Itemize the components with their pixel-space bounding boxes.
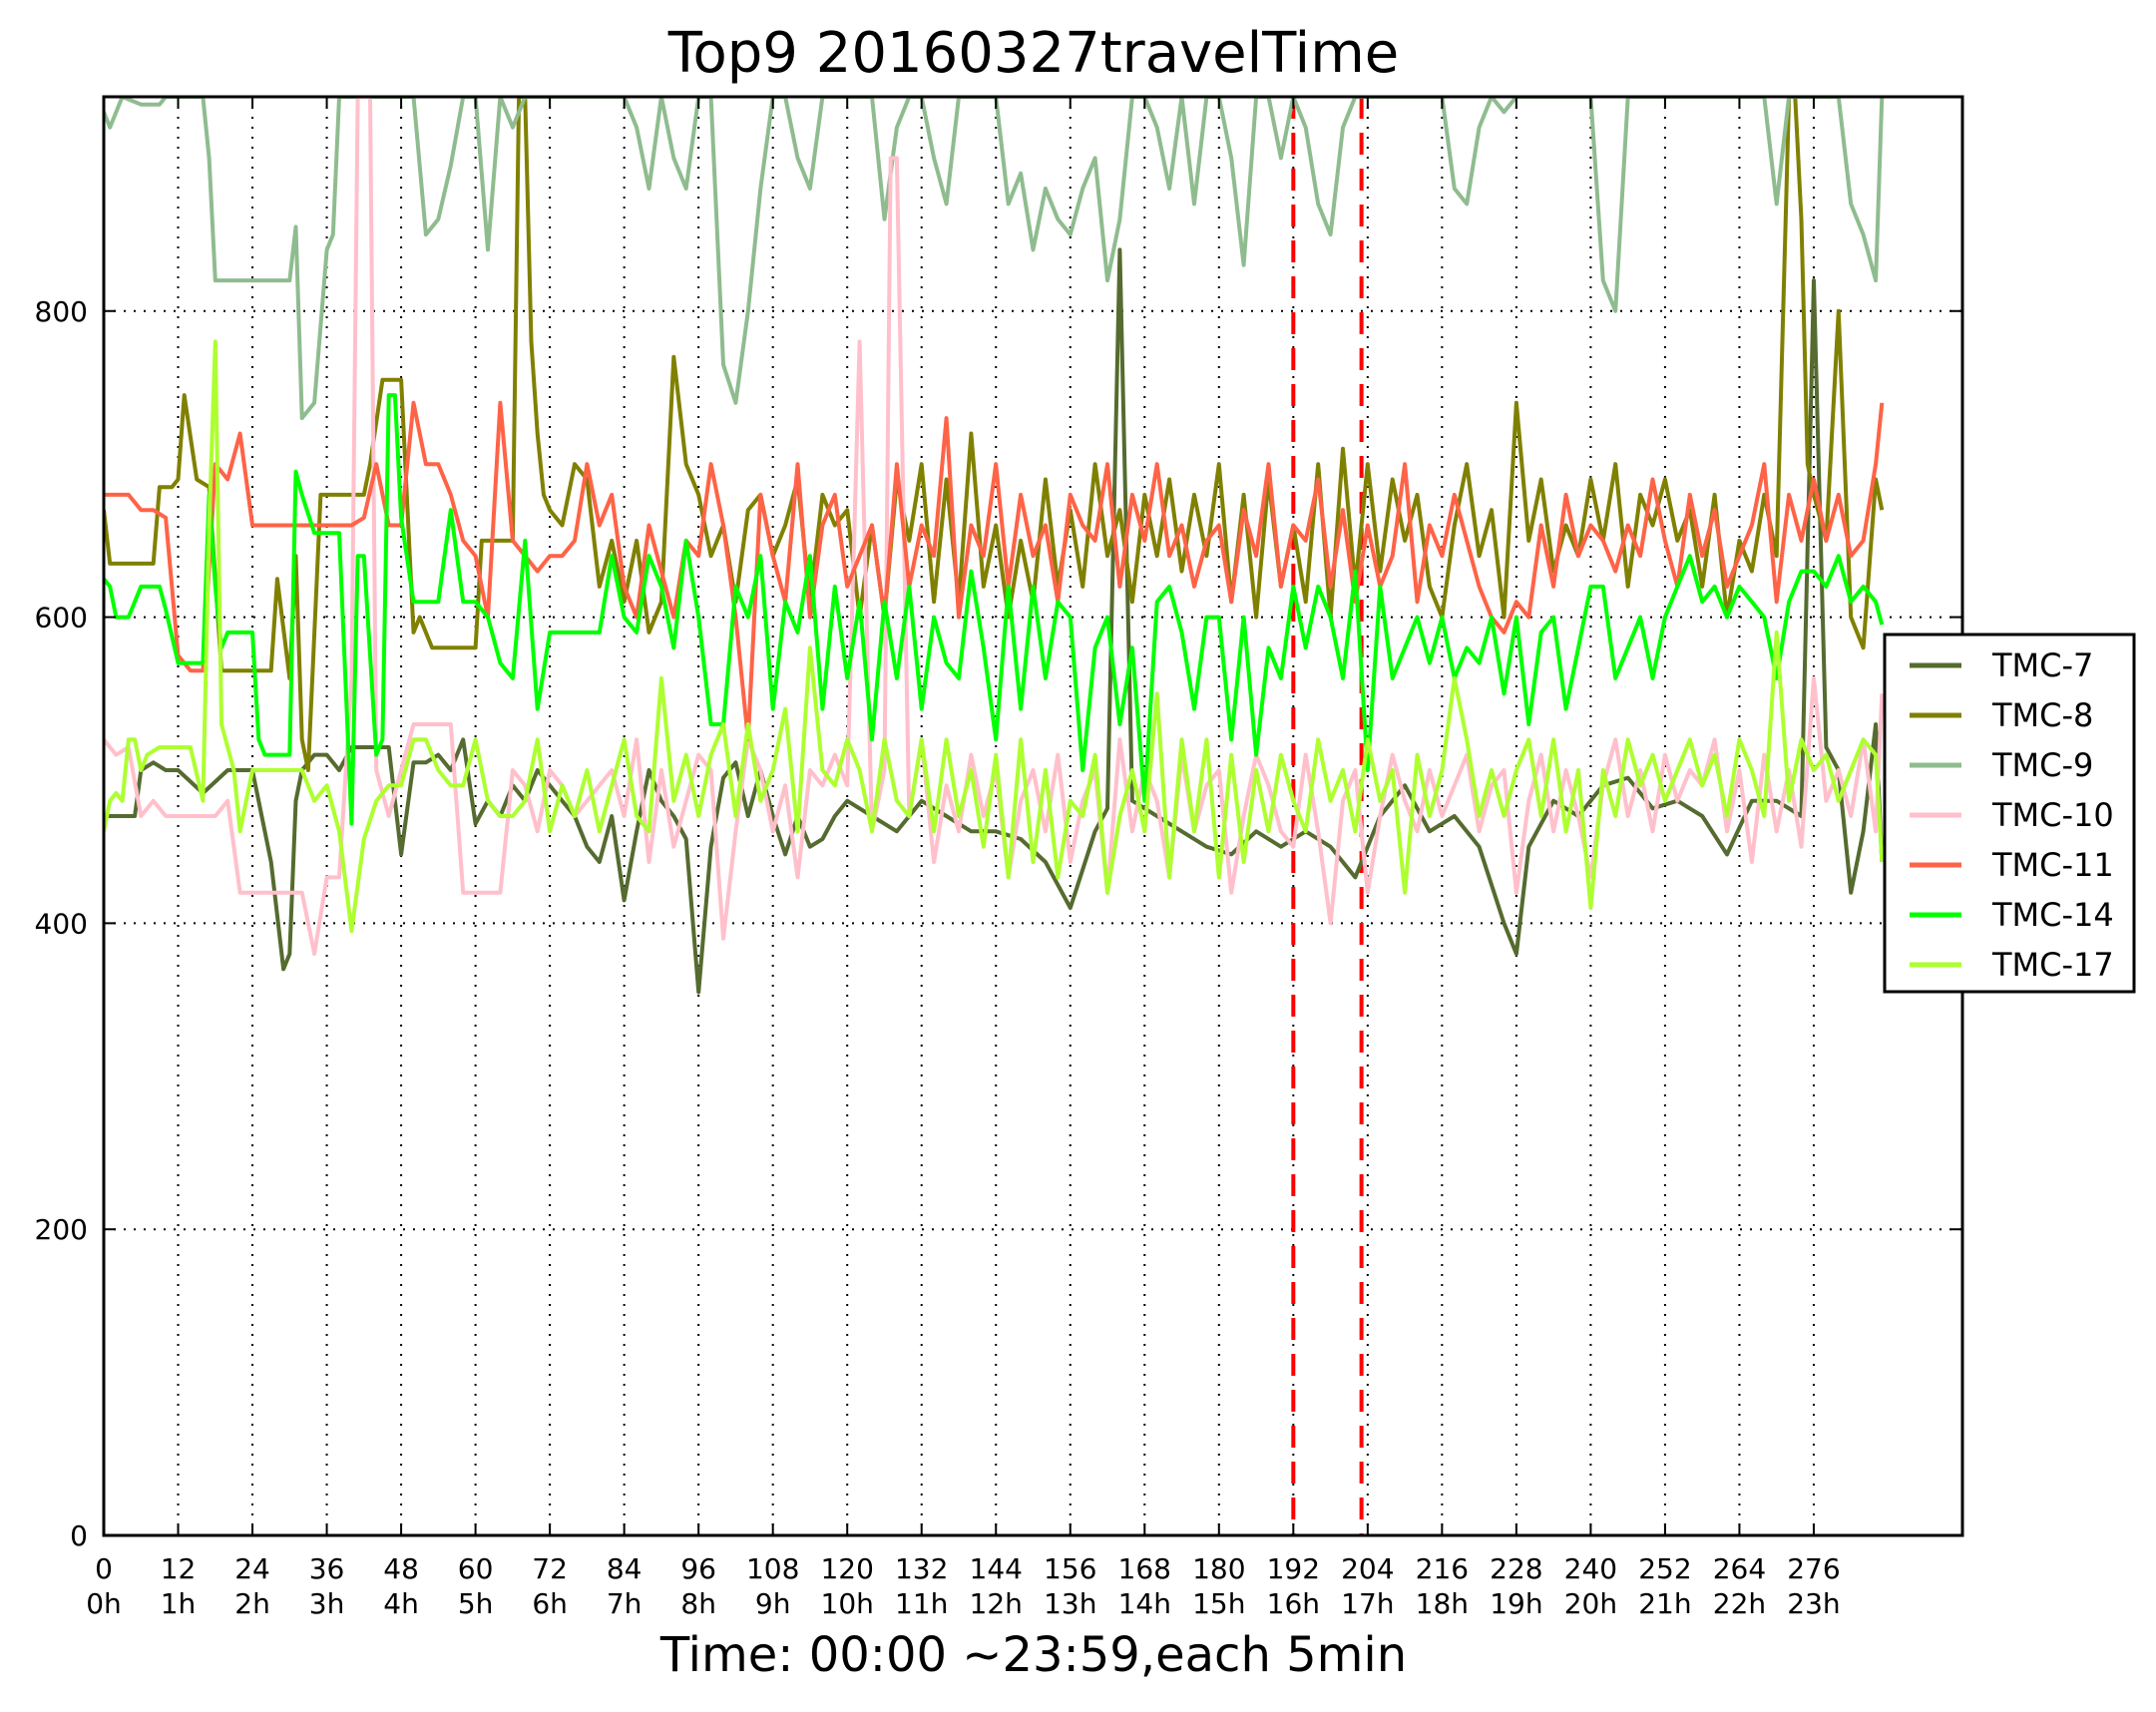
x-tick-hour-label: 10h (821, 1587, 874, 1620)
x-tick-hour-label: 15h (1192, 1587, 1245, 1620)
series-line-tmc-11 (104, 400, 1885, 742)
x-tick-hour-label: 8h (680, 1587, 716, 1620)
x-tick-hour-label: 23h (1787, 1587, 1840, 1620)
x-tick-hour-label: 4h (383, 1587, 419, 1620)
x-tick-hour-label: 6h (532, 1587, 568, 1620)
x-tick-label: 0 (95, 1552, 113, 1585)
y-tick-label: 0 (70, 1519, 88, 1552)
x-tick-label: 60 (458, 1552, 494, 1585)
x-tick-label: 168 (1118, 1552, 1171, 1585)
y-tick-label: 400 (35, 907, 88, 940)
x-tick-label: 36 (309, 1552, 345, 1585)
x-tick-label: 156 (1044, 1552, 1096, 1585)
x-tick-label: 240 (1564, 1552, 1617, 1585)
x-tick-hour-label: 7h (607, 1587, 643, 1620)
legend-label-tmc-11: TMC-11 (1991, 846, 2114, 884)
x-tick-label: 204 (1341, 1552, 1394, 1585)
x-tick-label: 24 (234, 1552, 270, 1585)
x-tick-label: 132 (895, 1552, 948, 1585)
legend-label-tmc-14: TMC-14 (1991, 896, 2114, 934)
x-tick-hour-label: 14h (1118, 1587, 1171, 1620)
legend-label-tmc-9: TMC-9 (1991, 746, 2093, 784)
series-line-tmc-17 (104, 339, 1885, 934)
y-axis-ticks: 0 200 400 600 800 (35, 295, 1962, 1552)
x-tick-label: 216 (1416, 1552, 1469, 1585)
x-tick-hour-label: 9h (755, 1587, 791, 1620)
y-tick-label: 200 (35, 1213, 88, 1246)
series-line-tmc-9 (104, 97, 1885, 421)
x-tick-label: 72 (532, 1552, 568, 1585)
x-tick-hour-label: 2h (234, 1587, 270, 1620)
x-tick-hour-label: 1h (161, 1587, 197, 1620)
x-tick-hour-label: 19h (1490, 1587, 1542, 1620)
y-tick-label: 800 (35, 295, 88, 328)
x-tick-label: 264 (1713, 1552, 1766, 1585)
chart-title: Top9 20160327travelTime (667, 21, 1399, 86)
x-tick-hour-label: 17h (1341, 1587, 1394, 1620)
x-tick-hour-label: 18h (1416, 1587, 1469, 1620)
x-tick-hour-label: 3h (309, 1587, 345, 1620)
x-tick-label: 120 (820, 1552, 873, 1585)
legend-label-tmc-17: TMC-17 (1991, 946, 2114, 984)
x-tick-hour-label: 12h (970, 1587, 1023, 1620)
x-tick-label: 276 (1787, 1552, 1840, 1585)
x-tick-hour-label: 22h (1713, 1587, 1766, 1620)
series-line-tmc-14 (104, 393, 1885, 826)
x-tick-hour-label: 21h (1638, 1587, 1691, 1620)
legend-label-tmc-10: TMC-10 (1991, 796, 2114, 834)
legend[interactable]: TMC-7 TMC-8 TMC-9 TMC-10 TMC-11 TMC-14 TMC-17 (1883, 633, 2136, 994)
x-tick-label: 84 (607, 1552, 643, 1585)
x-tick-label: 108 (746, 1552, 799, 1585)
x-tick-label: 48 (383, 1552, 419, 1585)
x-tick-label: 192 (1267, 1552, 1320, 1585)
x-tick-hour-label: 16h (1267, 1587, 1320, 1620)
x-tick-label: 96 (680, 1552, 716, 1585)
x-tick-hour-label: 5h (458, 1587, 494, 1620)
x-tick-hour-label: 11h (895, 1587, 948, 1620)
series-lines (104, 97, 1885, 995)
x-tick-label: 252 (1638, 1552, 1691, 1585)
legend-label-tmc-7: TMC-7 (1991, 646, 2093, 684)
series-line-tmc-8 (104, 97, 1885, 772)
x-tick-hour-label: 13h (1044, 1587, 1096, 1620)
legend-label-tmc-8: TMC-8 (1991, 696, 2093, 734)
x-axis-label: Time: 00:00 ~23:59,each 5min (659, 1627, 1407, 1683)
x-tick-label: 12 (161, 1552, 197, 1585)
y-tick-label: 600 (35, 602, 88, 635)
x-tick-label: 180 (1192, 1552, 1245, 1585)
x-tick-hour-label: 20h (1564, 1587, 1617, 1620)
x-tick-label: 144 (970, 1552, 1023, 1585)
x-tick-hour-label: 0h (86, 1587, 122, 1620)
x-tick-label: 228 (1490, 1552, 1542, 1585)
